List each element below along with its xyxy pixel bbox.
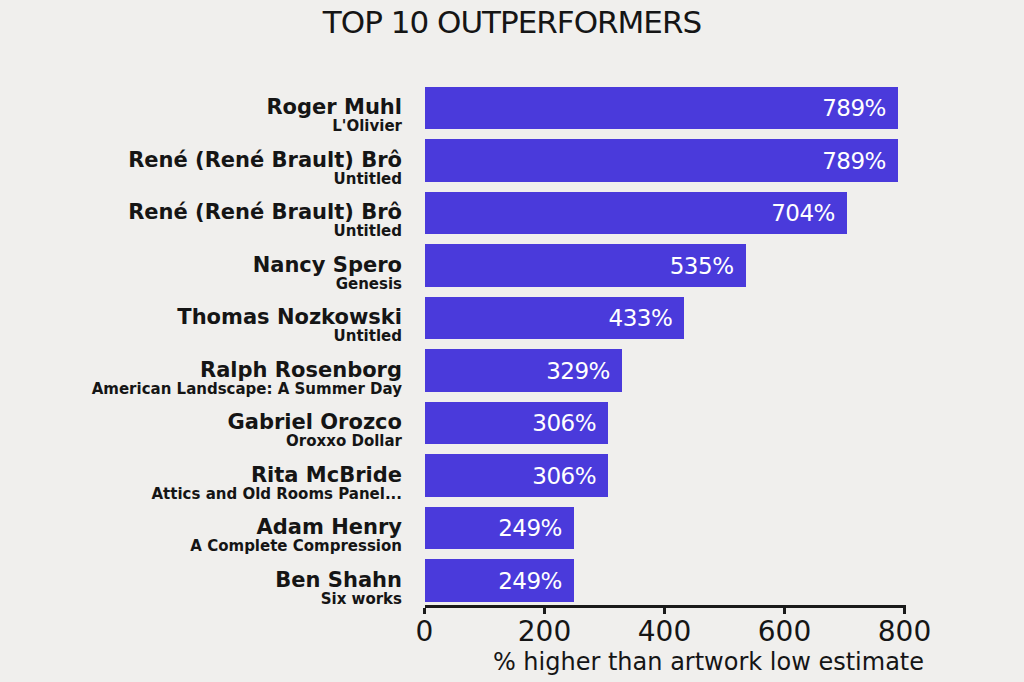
artist-name: René (René Brault) Brô (128, 202, 402, 223)
bar-row: Thomas NozkowskiUntitled 433% (0, 292, 1024, 345)
artist-name: Roger Muhl (266, 97, 402, 118)
bar: 306% (425, 402, 609, 445)
x-axis-tick (663, 608, 666, 614)
bar-value-label: 789% (822, 148, 898, 174)
x-axis: 0200400600800 % higher than artwork low … (425, 605, 906, 608)
bar-row-labels: Ralph RosenborgAmerican Landscape: A Sum… (92, 359, 402, 396)
artwork-title: A Complete Compression (190, 538, 402, 554)
bar-row: Rita McBrideAttics and Old Rooms Panel..… (0, 449, 1024, 502)
bar-row-labels: Adam HenryA Complete Compression (190, 517, 402, 554)
bar-row-labels: Roger MuhlL'Olivier (266, 97, 402, 134)
artwork-title: Untitled (177, 328, 402, 344)
artist-name: Gabriel Orozco (228, 412, 402, 433)
bar-value-label: 535% (670, 253, 746, 279)
bar-row: Adam HenryA Complete Compression 249% (0, 502, 1024, 555)
artwork-title: Six works (275, 590, 402, 606)
bar-row: René (René Brault) BrôUntitled 704% (0, 187, 1024, 240)
bar: 535% (425, 244, 746, 287)
artwork-title: Attics and Old Rooms Panel... (152, 485, 403, 501)
bar-row: Roger MuhlL'Olivier 789% (0, 82, 1024, 135)
artist-name: Ralph Rosenborg (92, 359, 402, 380)
artist-name: Nancy Spero (253, 254, 402, 275)
bar-value-label: 433% (609, 305, 685, 331)
x-axis-tick (423, 608, 426, 614)
artwork-title: L'Olivier (266, 118, 402, 134)
bar-row: Ralph RosenborgAmerican Landscape: A Sum… (0, 344, 1024, 397)
x-axis-tick-label: 200 (485, 615, 605, 648)
bar: 789% (425, 87, 898, 130)
x-axis-tick-label: 800 (845, 615, 965, 648)
artwork-title: Untitled (128, 223, 402, 239)
x-axis-tick (543, 608, 546, 614)
bar: 249% (425, 507, 574, 550)
artist-name: René (René Brault) Brô (128, 149, 402, 170)
bar: 789% (425, 139, 898, 182)
x-axis-tick (783, 608, 786, 614)
bar-row-labels: Thomas NozkowskiUntitled (177, 307, 402, 344)
bar: 704% (425, 192, 847, 235)
bar-row-labels: Rita McBrideAttics and Old Rooms Panel..… (152, 464, 403, 501)
artwork-title: Untitled (128, 170, 402, 186)
x-axis-tick-label: 400 (605, 615, 725, 648)
artist-name: Thomas Nozkowski (177, 307, 402, 328)
x-axis-tick-label: 600 (725, 615, 845, 648)
artwork-title: American Landscape: A Summer Day (92, 380, 402, 396)
bar-row-labels: René (René Brault) BrôUntitled (128, 202, 402, 239)
bar-value-label: 306% (532, 463, 608, 489)
artwork-title: Genesis (253, 275, 402, 291)
bar-row: Ben ShahnSix works 249% (0, 554, 1024, 607)
chart-title: TOP 10 OUTPERFORMERS (0, 4, 1024, 40)
bar-row: René (René Brault) BrôUntitled 789% (0, 134, 1024, 187)
bar-value-label: 704% (771, 200, 847, 226)
bar-row-labels: Ben ShahnSix works (275, 569, 402, 606)
artwork-title: Oroxxo Dollar (228, 433, 402, 449)
bar: 249% (425, 559, 574, 602)
bar-value-label: 306% (532, 410, 608, 436)
bar-row: Gabriel OrozcoOroxxo Dollar 306% (0, 397, 1024, 450)
artist-name: Rita McBride (152, 464, 403, 485)
x-axis-tick (903, 608, 906, 614)
bars-area: Roger MuhlL'Olivier789%René (René Brault… (0, 82, 1024, 607)
bar-row-labels: Gabriel OrozcoOroxxo Dollar (228, 412, 402, 449)
artist-name: Ben Shahn (275, 569, 402, 590)
bar-value-label: 329% (546, 358, 622, 384)
x-axis-tick-label: 0 (365, 615, 485, 648)
bar-value-label: 249% (498, 515, 574, 541)
bar-value-label: 249% (498, 568, 574, 594)
artist-name: Adam Henry (190, 517, 402, 538)
bar: 329% (425, 349, 622, 392)
bar-row: Nancy SperoGenesis 535% (0, 239, 1024, 292)
bar: 433% (425, 297, 685, 340)
bar-row-labels: Nancy SperoGenesis (253, 254, 402, 291)
bar-value-label: 789% (822, 95, 898, 121)
bar-row-labels: René (René Brault) BrôUntitled (128, 149, 402, 186)
bar: 306% (425, 454, 609, 497)
x-axis-label: % higher than artwork low estimate (409, 648, 1009, 676)
